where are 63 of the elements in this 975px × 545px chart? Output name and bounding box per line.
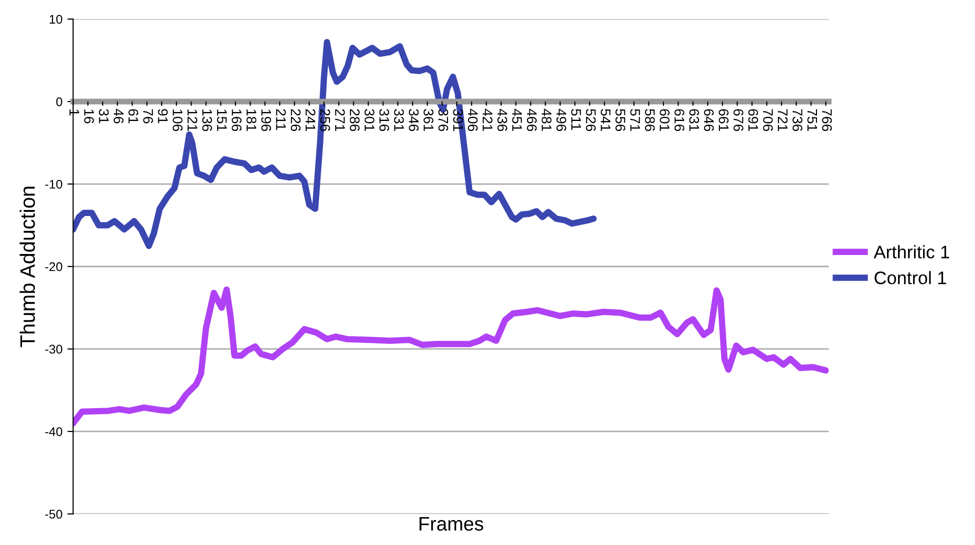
x-tick-label: 271 xyxy=(335,109,345,131)
x-tick-label: 106 xyxy=(172,110,183,132)
y-axis-title: Thumb Adduction xyxy=(20,186,35,348)
x-tick-label: 706 xyxy=(763,109,773,132)
x-tick-label: 586 xyxy=(644,109,655,132)
x-tick-label: 121 xyxy=(188,110,198,131)
x-tick-label: 556 xyxy=(615,109,626,132)
x-tick-label: 346 xyxy=(408,109,419,132)
x-tick-label: 496 xyxy=(556,108,566,132)
x-tick-label: 181 xyxy=(246,110,256,131)
legend-label: Arthritic 1 xyxy=(874,245,950,258)
x-tick-label: 661 xyxy=(718,109,729,131)
x-tick-label: 256 xyxy=(320,109,330,132)
x-tick-label: 601 xyxy=(660,109,670,131)
x-tick-label: 511 xyxy=(571,109,581,130)
x-tick-label: 541 xyxy=(600,109,610,131)
x-tick-label: 406 xyxy=(468,108,478,132)
x-tick-label: 241 xyxy=(306,109,316,131)
x-tick-label: 286 xyxy=(350,109,360,132)
x-tick-label: 466 xyxy=(526,108,537,132)
legend-label: Control 1 xyxy=(874,271,946,284)
y-tick-label: 0 xyxy=(56,97,62,106)
x-tick-label: 451 xyxy=(512,108,522,131)
x-tick-label: 361 xyxy=(424,109,434,131)
x-axis-title: Frames xyxy=(420,517,484,531)
x-tick-label: 526 xyxy=(586,109,596,132)
x-tick-label: 751 xyxy=(807,109,818,131)
x-tick-label: 481 xyxy=(542,108,552,131)
x-tick-label: 766 xyxy=(822,109,832,132)
y-tick-label: -50 xyxy=(45,510,62,519)
x-tick-label: 376 xyxy=(438,109,448,132)
x-tick-label: 226 xyxy=(290,109,301,132)
y-tick-label: -20 xyxy=(45,262,62,272)
x-tick-label: 331 xyxy=(394,109,404,131)
x-tick-label: 91 xyxy=(158,109,168,124)
x-tick-label: 196 xyxy=(261,110,272,132)
x-tick-label: 631 xyxy=(689,109,700,131)
x-tick-label: 136 xyxy=(202,110,212,132)
x-tick-label: 46 xyxy=(114,108,124,124)
x-tick-label: 691 xyxy=(748,109,758,131)
y-tick-label: 10 xyxy=(50,14,62,24)
x-tick-label: 151 xyxy=(216,110,227,131)
y-tick-label: -40 xyxy=(45,427,62,436)
x-tick-label: 436 xyxy=(497,108,508,132)
x-tick-label: 721 xyxy=(778,109,788,131)
x-tick-label: 301 xyxy=(364,109,374,131)
x-tick-label: 76 xyxy=(143,109,154,124)
x-tick-label: 736 xyxy=(792,109,802,132)
x-tick-label: 166 xyxy=(232,110,242,132)
x-tick-label: 391 xyxy=(453,109,463,131)
x-tick-label: 646 xyxy=(704,109,714,132)
x-tick-label: 316 xyxy=(379,109,390,132)
x-tick-label: 421 xyxy=(482,108,492,131)
x-tick-label: 211 xyxy=(276,109,286,130)
y-tick-label: -10 xyxy=(45,180,62,189)
x-tick-label: 31 xyxy=(98,109,109,124)
x-tick-label: 61 xyxy=(128,109,138,124)
x-tick-label: 616 xyxy=(674,109,684,132)
x-tick-label: 676 xyxy=(734,109,744,132)
x-tick-label: 16 xyxy=(84,110,94,124)
y-tick-label: -30 xyxy=(45,344,62,354)
x-tick-label: 571 xyxy=(630,109,640,131)
x-tick-label: 1 xyxy=(70,110,80,116)
